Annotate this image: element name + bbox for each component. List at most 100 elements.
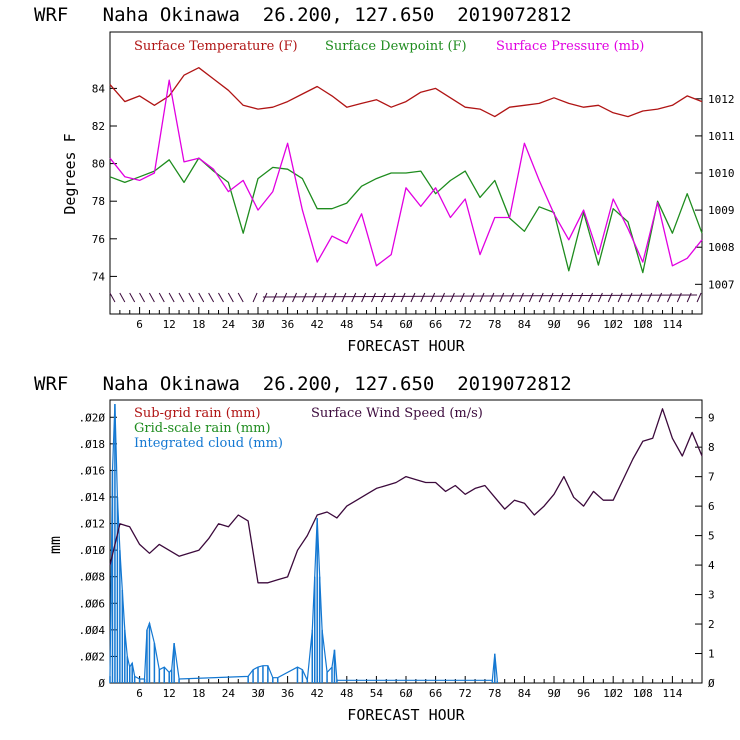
y2-tick-label: 1011 [708,130,735,143]
wind-barb [252,292,258,303]
x-tick-label: 18 [192,318,205,331]
y2-tick-label: 4 [708,559,715,572]
panel1-y-ticks: 74 76 78 80 82 84 [92,82,117,283]
x-tick-label: 114 [662,687,682,700]
y2-tick-label: 2 [708,618,715,631]
x-tick-label: 42 [311,687,324,700]
wind-barb [499,292,505,303]
x-tick-label: 36 [281,318,294,331]
series-line [109,67,703,118]
x-tick-label: 72 [459,318,472,331]
wind-barb [208,292,215,303]
panel2-series [109,408,703,584]
x-tick-label: 84 [518,318,532,331]
x-tick-label: 96 [577,687,590,700]
wind-barb [479,292,485,303]
y2-tick-label: 1010 [708,167,735,180]
wind-barb [341,292,347,303]
series-line [109,408,703,584]
wind-barb [676,292,682,303]
y-tick-label: 78 [92,195,105,208]
wind-barb [410,292,416,303]
y-tick-label: .Ø2Ø [79,411,106,424]
wind-barb [657,292,663,303]
x-tick-label: 12 [163,318,176,331]
y-tick-label: .Ø12 [79,518,106,531]
wind-barb [109,292,116,303]
y-tick-label: .Ø14 [79,491,106,504]
wind-barb [588,292,593,303]
panel1-ylabel: Degrees F [61,133,79,214]
wind-barb [548,292,554,303]
legend-integrated-cloud: Integrated cloud (mm) [134,436,283,451]
y2-tick-label: 1008 [708,241,735,254]
wind-barb [459,292,465,303]
y-tick-label: .ØØ8 [79,571,106,584]
y-tick-label: .ØØ6 [79,597,106,610]
legend-subgrid-rain: Sub-grid rain (mm) [134,406,261,421]
wind-barb [321,292,327,303]
panel1-series [109,67,703,274]
wind-barb [637,292,643,303]
wind-barb [148,292,155,303]
x-tick-label: 66 [429,318,442,331]
wind-barb [158,292,165,303]
wind-barb [627,292,633,303]
x-tick-label: 114 [662,318,682,331]
wind-barb [420,292,426,303]
y-tick-label: .Ø18 [79,438,106,451]
panel1-y2-ticks: 1007 1008 1009 1010 1011 1012 [695,93,735,291]
wind-barb [617,292,623,303]
wind-barb [139,292,145,303]
y2-tick-label: 1007 [708,278,735,291]
x-tick-label: 48 [340,687,353,700]
wind-barb [686,292,692,303]
wind-barb [361,292,367,303]
x-tick-label: 24 [222,318,236,331]
x-tick-label: 9Ø [547,318,561,331]
wind-barb [178,292,185,303]
wind-barb [430,292,436,303]
wind-barb [667,292,672,303]
x-tick-label: 78 [488,318,501,331]
panel1-title: WRF Naha Okinawa 26.200, 127.650 2019072… [34,4,572,26]
y-tick-label: .Ø1Ø [79,544,106,557]
wind-barb [198,292,205,303]
series-line [109,79,703,267]
x-tick-label: 96 [577,318,590,331]
series-line [109,157,703,274]
x-tick-label: 1Ø8 [633,318,653,331]
panel1-x-ticks: 6 12 18 24 3Ø 36 42 48 54 6Ø 66 72 78 84 9Ø 96 1Ø2 1Ø8 114 [119,307,693,331]
wind-barb [188,292,195,303]
x-tick-label: 54 [370,687,384,700]
wind-barb [469,292,475,303]
y2-tick-label: 9 [708,412,715,425]
wind-barb [696,292,702,303]
wind-barb [292,292,297,303]
x-tick-label: 1Ø8 [633,687,653,700]
x-tick-label: 3Ø [251,687,265,700]
x-tick-label: 54 [370,318,384,331]
wind-barb [119,292,126,303]
wind-barb [301,292,307,303]
wind-barb [218,292,224,303]
x-tick-label: 3Ø [251,318,265,331]
wind-barb [380,292,386,303]
x-tick-label: 42 [311,318,324,331]
legend-temperature: Surface Temperature (F) [134,39,298,54]
wind-barb [489,292,495,303]
cloud-series-line [109,403,498,683]
x-tick-label: 1Ø2 [603,687,623,700]
x-tick-label: 18 [192,687,205,700]
legend-pressure: Surface Pressure (mb) [496,39,644,54]
legend-dewpoint: Surface Dewpoint (F) [325,39,467,54]
panel2-y2-ticks: Ø 1 2 3 4 5 6 7 8 9 [695,412,715,690]
y2-tick-label: 7 [708,471,715,484]
x-tick-label: 66 [429,687,442,700]
y2-tick-label: Ø [708,677,715,690]
wind-barbs [109,292,702,303]
wind-barb [509,292,515,303]
precip-panel: WRF Naha Okinawa 26.200, 127.650 2019072… [34,373,715,724]
x-tick-label: 6 [136,318,143,331]
